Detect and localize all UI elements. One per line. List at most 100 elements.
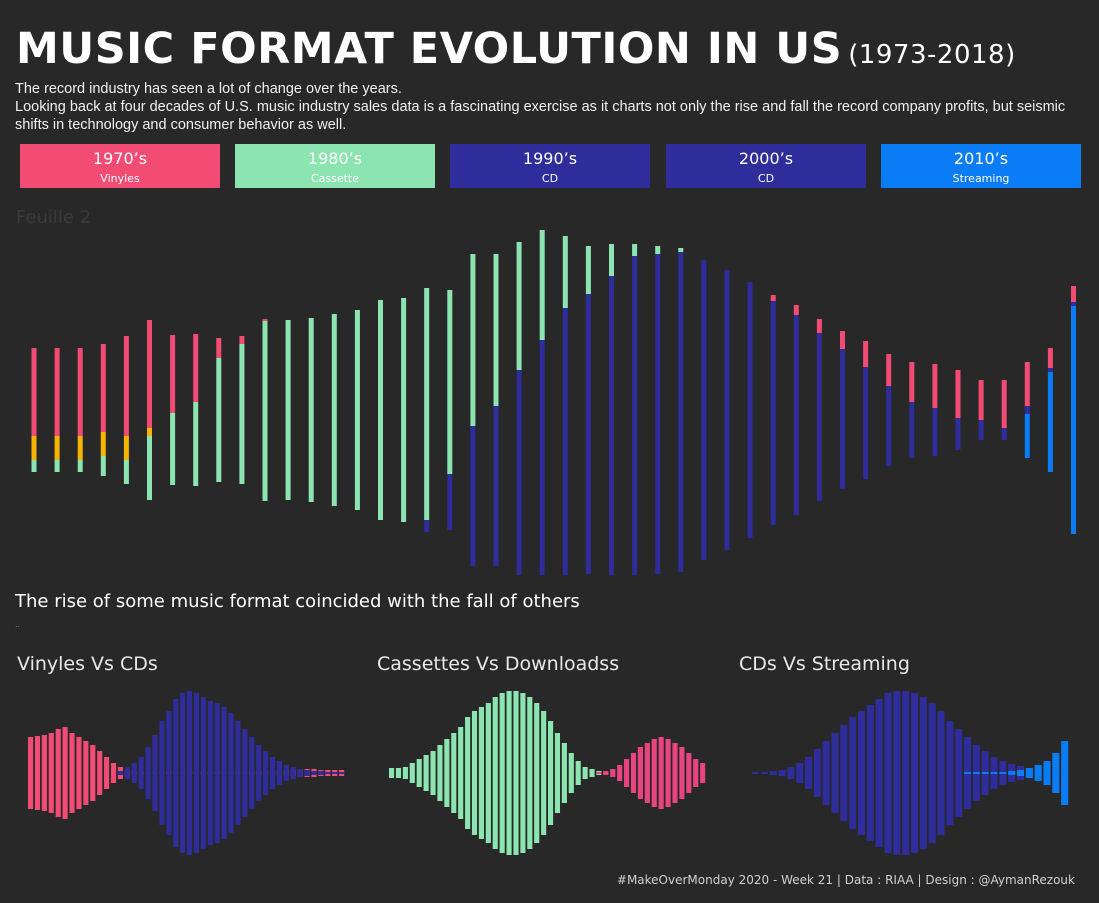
bar-downloads-2018[interactable]	[700, 763, 706, 783]
bar-cd-1993[interactable]	[493, 406, 499, 566]
bar-cd-2017[interactable]	[1047, 368, 1053, 372]
bar-cassette-1987[interactable]	[354, 310, 360, 510]
bar-vinyles-2015[interactable]	[1001, 380, 1007, 428]
bar-cassette-1984[interactable]	[285, 320, 291, 500]
bar-cds-2015[interactable]	[318, 771, 324, 775]
bar-cd-2008[interactable]	[840, 349, 845, 489]
bar-cd-1991[interactable]	[447, 474, 453, 530]
bar-cds-1995[interactable]	[858, 711, 866, 835]
bar-cassettes-1982[interactable]	[451, 733, 457, 813]
bar-cd-2009[interactable]	[863, 367, 869, 479]
bar-cds-1987[interactable]	[124, 767, 130, 779]
bar-cassette-1979[interactable]	[170, 413, 176, 485]
bar-cds-2013[interactable]	[304, 770, 310, 776]
bar-cassettes-1980[interactable]	[437, 745, 443, 801]
bar-cds-1999[interactable]	[893, 691, 901, 855]
bar-cds-1996[interactable]	[187, 691, 193, 855]
bar-cds-1993[interactable]	[840, 725, 848, 821]
bar-8-track-1974[interactable]	[54, 436, 60, 460]
bar-cd-2004[interactable]	[747, 282, 753, 538]
bar-cd-1999[interactable]	[632, 256, 638, 575]
bar-vinyles-1977[interactable]	[123, 336, 129, 436]
bar-cassette-1985[interactable]	[308, 318, 314, 502]
bar-cds-1994[interactable]	[849, 717, 857, 829]
bar-vinyles-1979[interactable]	[170, 335, 176, 413]
bar-vinyles-1985[interactable]	[110, 763, 117, 783]
bar-vinyles-2017[interactable]	[1047, 348, 1053, 368]
bar-cd-2000[interactable]	[655, 254, 661, 574]
decade-1970s[interactable]: 1970’s Vinyles	[20, 144, 220, 188]
bar-cassette-1998[interactable]	[609, 244, 614, 276]
decade-1980s[interactable]: 1980’s Cassette	[235, 144, 435, 188]
bar-cds-1988[interactable]	[131, 763, 137, 783]
bar-cds-2000[interactable]	[902, 691, 910, 855]
bar-cds-1997[interactable]	[875, 699, 883, 847]
bar-streaming-2017[interactable]	[1047, 372, 1053, 472]
bar-vinyles-2005[interactable]	[770, 295, 776, 301]
bar-vinyles-2011[interactable]	[909, 362, 915, 402]
bar-cassette-1999[interactable]	[632, 244, 638, 256]
bar-cds-1985[interactable]	[769, 771, 777, 775]
bar-cds-1998[interactable]	[200, 697, 206, 849]
bar-cds-1988[interactable]	[796, 763, 804, 783]
bar-vinyles-1973[interactable]	[28, 737, 34, 809]
bar-cd-2011[interactable]	[909, 402, 915, 458]
bar-cds-2017[interactable]	[332, 772, 338, 774]
bar-downloads-2004[interactable]	[603, 771, 609, 775]
bar-cassettes-2000[interactable]	[575, 761, 581, 785]
bar-cd-1990[interactable]	[424, 520, 430, 532]
bar-cds-2009[interactable]	[276, 761, 282, 785]
bar-streaming-2007[interactable]	[964, 772, 972, 774]
bar-cassettes-2001[interactable]	[582, 767, 588, 779]
bar-cds-1992[interactable]	[159, 721, 165, 825]
bar-cds-2005[interactable]	[249, 737, 255, 809]
bar-downloads-2011[interactable]	[651, 739, 657, 807]
bar-cd-2010[interactable]	[886, 386, 892, 466]
bar-cds-1989[interactable]	[805, 757, 813, 789]
bar-cds-2006[interactable]	[256, 745, 262, 801]
bar-cassettes-1986[interactable]	[478, 707, 484, 839]
bar-cassettes-1988[interactable]	[492, 697, 498, 849]
bar-cds-1987[interactable]	[787, 767, 795, 779]
bar-cds-2007[interactable]	[263, 751, 269, 795]
bar-vinyles-1983[interactable]	[97, 751, 103, 795]
bar-cassette-1993[interactable]	[493, 254, 499, 406]
bar-streaming-2018[interactable]	[1061, 741, 1069, 805]
bar-streaming-2016[interactable]	[1024, 414, 1030, 458]
bar-streaming-2017[interactable]	[1052, 753, 1060, 793]
bar-vinyles-1978[interactable]	[62, 727, 68, 819]
bar-vinyles-2018[interactable]	[1071, 286, 1076, 302]
bar-vinyles-1982[interactable]	[239, 336, 245, 344]
bar-downloads-2008[interactable]	[630, 753, 637, 793]
bar-cds-1986[interactable]	[778, 770, 786, 776]
bar-cassettes-1991[interactable]	[513, 691, 519, 855]
bar-downloads-2015[interactable]	[679, 747, 685, 799]
bar-cassette-1992[interactable]	[470, 254, 476, 426]
bar-vinyles-1974[interactable]	[54, 348, 60, 436]
bar-streaming-2015[interactable]	[1034, 765, 1042, 781]
bar-cds-1993[interactable]	[166, 711, 172, 835]
bar-cassette-1981[interactable]	[216, 358, 222, 482]
bar-vinyles-1974[interactable]	[34, 736, 41, 810]
bar-streaming-2014[interactable]	[1025, 768, 1033, 778]
bar-vinyles-2013[interactable]	[955, 370, 961, 418]
bar-cassettes-1987[interactable]	[485, 703, 491, 843]
bar-vinyles-1975[interactable]	[77, 348, 83, 436]
bar-downloads-2017[interactable]	[693, 759, 699, 787]
bar-cds-1990[interactable]	[813, 749, 821, 797]
bar-vinyles-2014[interactable]	[978, 380, 984, 420]
bar-cds-1989[interactable]	[138, 757, 144, 789]
bar-cds-2008[interactable]	[269, 757, 276, 789]
bar-cassettes-1974[interactable]	[395, 768, 402, 778]
bar-cassette-1986[interactable]	[331, 314, 337, 506]
bar-cassettes-1985[interactable]	[471, 711, 478, 835]
bar-downloads-2003[interactable]	[596, 772, 602, 774]
bar-vinyles-1979[interactable]	[69, 733, 75, 813]
bar-cassette-2000[interactable]	[655, 246, 661, 254]
bar-cassette-1996[interactable]	[562, 236, 568, 308]
bar-cassette-1991[interactable]	[447, 290, 453, 474]
bar-downloads-2006[interactable]	[617, 765, 623, 781]
bar-8-track-1976[interactable]	[100, 432, 106, 456]
bar-streaming-2013[interactable]	[1017, 770, 1025, 776]
bar-cds-1991[interactable]	[822, 741, 830, 805]
